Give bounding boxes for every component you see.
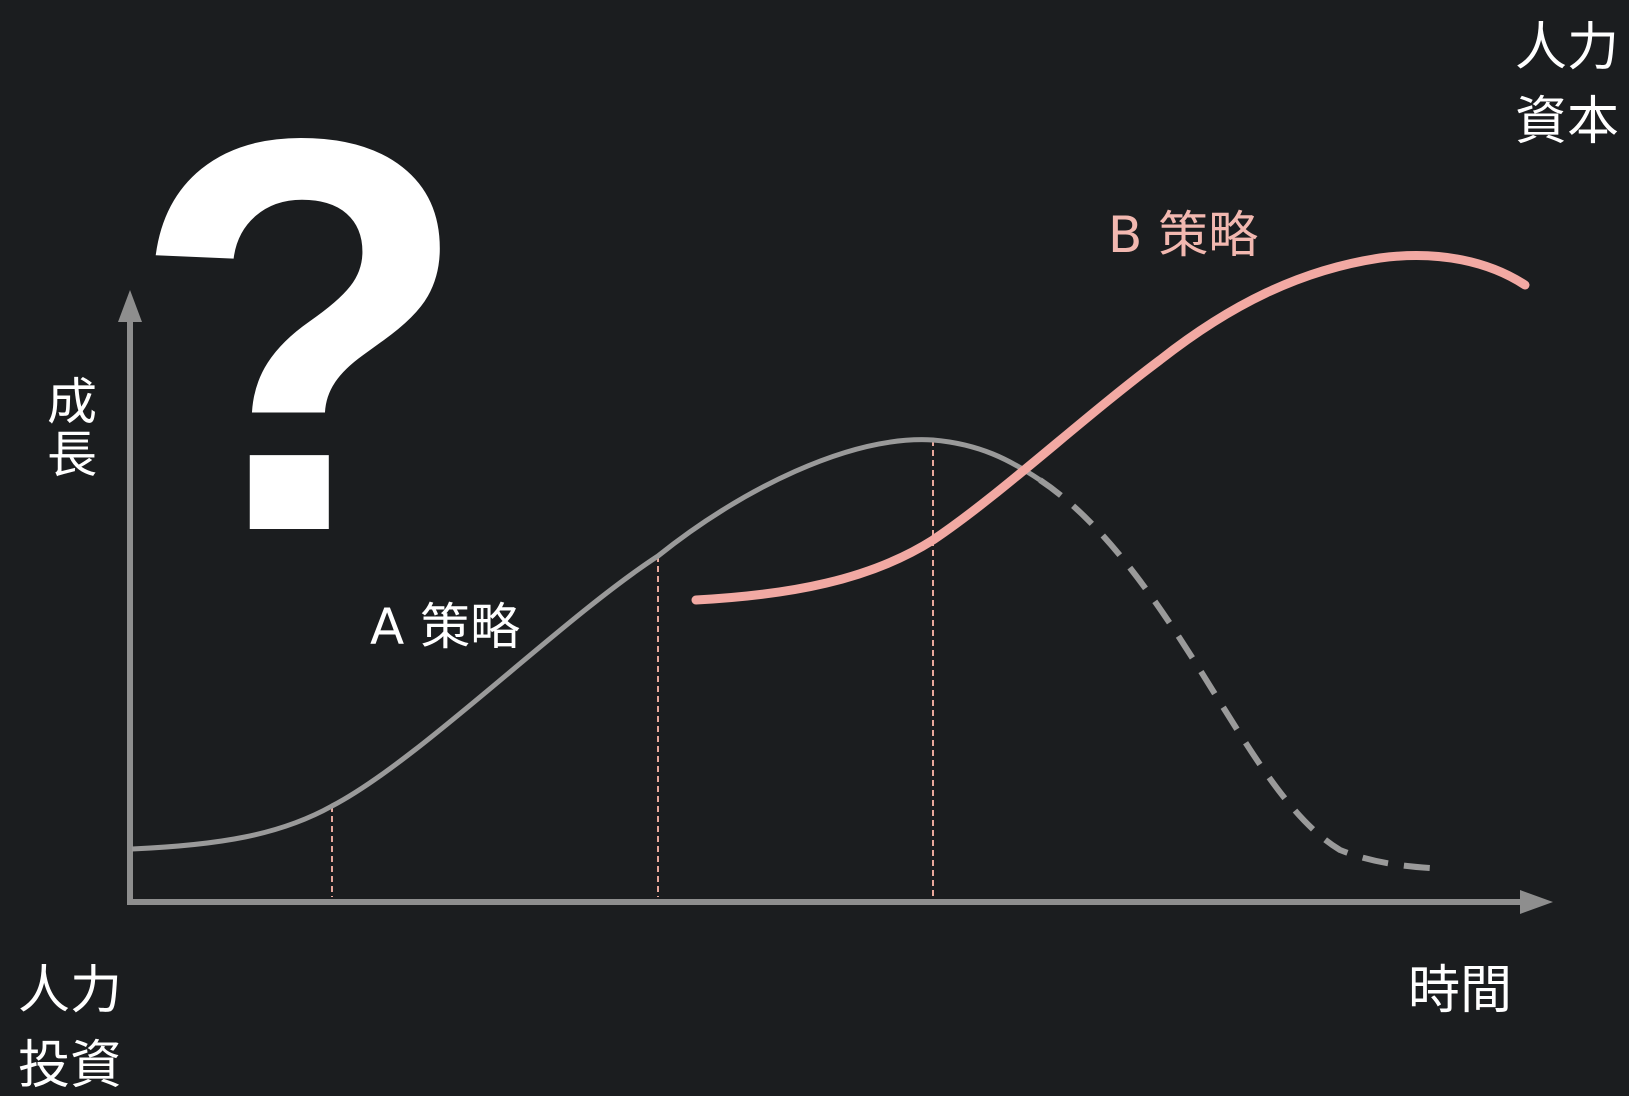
x-axis-arrowhead [1520,890,1553,914]
curve-a-dashed [1038,477,1431,871]
y-axis-arrowhead [118,290,142,322]
curve-b [691,251,1530,605]
question-mark: ? [130,22,473,648]
curve-b-label: B 策略 [1108,206,1259,264]
bottom-left-label-line2: 投資 [18,1036,123,1096]
x-axis-label: 時間 [1408,961,1513,1021]
bottom-left-label-line1: 人力 [18,961,123,1021]
y-axis-label: 成長 [47,373,97,484]
curve-a-solid [131,437,1042,852]
top-right-label-line1: 人力 [1515,18,1620,78]
curve-a-label: A 策略 [370,598,521,656]
top-right-label-line2: 資本 [1515,92,1620,152]
